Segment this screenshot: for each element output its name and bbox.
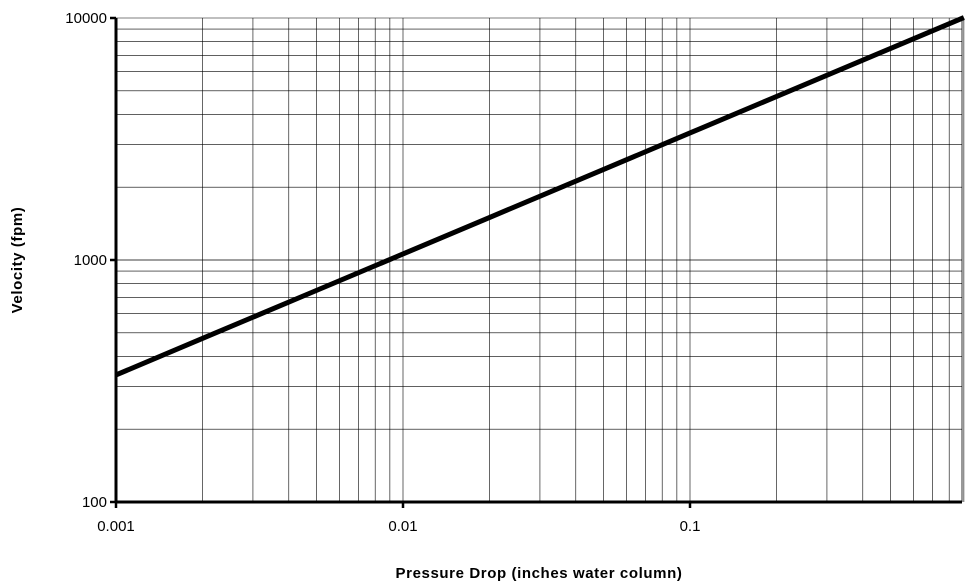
series-line [115,15,965,378]
ticks [110,16,692,508]
x-tick-label: 0.01 [388,518,417,535]
y-axis-title: Velocity (fpm) [9,207,26,314]
x-tick-label: 0.001 [97,518,135,535]
y-tick-label: 1000 [74,252,107,269]
x-tick-label: 0.1 [680,518,701,535]
grid-lines [116,17,965,502]
x-axis-title: Pressure Drop (inches water column) [396,565,683,582]
y-tick-label: 10000 [65,10,107,27]
series-group [115,15,965,378]
tick-labels: 100 1000 10000 0.001 0.01 0.1 [65,10,700,535]
y-tick-label: 100 [82,494,107,511]
